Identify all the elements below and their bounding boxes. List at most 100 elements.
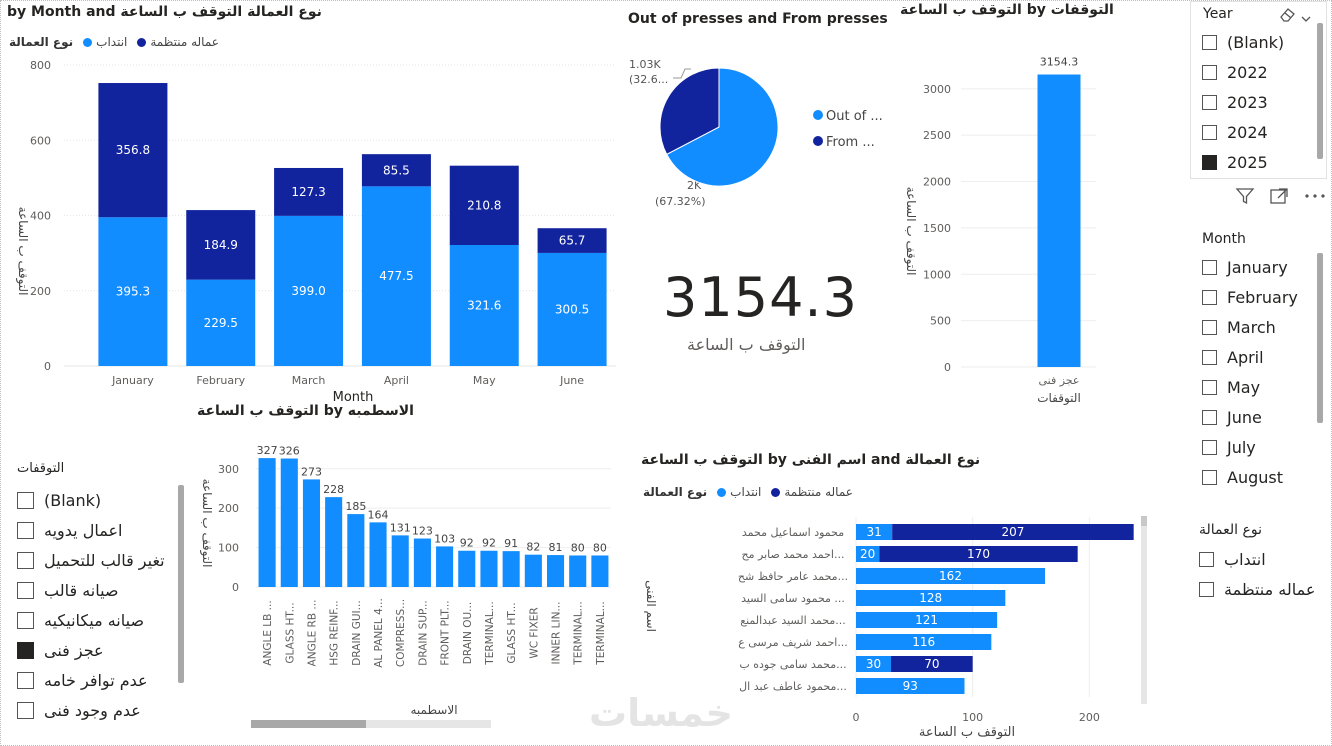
checkbox[interactable] [1202, 439, 1217, 455]
pie-legend-from[interactable]: From ... [826, 135, 875, 150]
year-slicer-item[interactable]: 2023 [1202, 87, 1284, 117]
molds-bar[interactable] [280, 458, 298, 587]
tech-bar-segment[interactable] [879, 546, 1078, 562]
monthly-bar-segment[interactable] [361, 154, 431, 187]
stops-slicer-item[interactable]: تغير قالب للتحميل [17, 545, 165, 575]
more-options-icon[interactable] [1303, 187, 1327, 209]
legend-item-intidab[interactable]: انتداب [96, 35, 128, 49]
molds-bar[interactable] [546, 555, 565, 587]
stops-slicer-item[interactable]: (Blank) [17, 485, 165, 515]
molds-bar[interactable] [391, 535, 409, 587]
stops-slicer-item[interactable]: عدم توافر خامه [17, 665, 165, 695]
checkbox[interactable] [1202, 289, 1217, 305]
molds-bar[interactable] [258, 458, 276, 587]
monthly-bar-segment[interactable] [98, 83, 168, 218]
checkbox[interactable] [1199, 551, 1214, 567]
pie-slice[interactable] [666, 67, 779, 187]
year-slicer-item[interactable]: 2025 [1202, 147, 1284, 177]
stops-slicer-item[interactable]: صيانه قالب [17, 575, 165, 605]
stops-bar[interactable] [1037, 74, 1081, 367]
checkbox[interactable] [17, 581, 34, 599]
year-slicer-item[interactable]: 2022 [1202, 57, 1284, 87]
monthly-bar-segment[interactable] [186, 279, 256, 366]
legend-item-intidab[interactable]: انتداب [730, 485, 762, 499]
pie-slice[interactable] [659, 67, 720, 156]
checkbox[interactable] [17, 701, 34, 719]
month-slicer-item[interactable]: April [1202, 342, 1298, 372]
month-slicer-item[interactable]: June [1202, 402, 1298, 432]
tech-v-scroll-thumb[interactable] [1141, 516, 1147, 526]
tech-v-scroll-track[interactable] [1141, 516, 1147, 704]
stops-slicer-scrollbar[interactable] [178, 485, 184, 683]
tech-bar-segment[interactable] [856, 612, 998, 628]
checkbox[interactable] [17, 551, 34, 569]
checkbox[interactable] [1202, 94, 1217, 110]
checkbox[interactable] [1202, 124, 1217, 140]
monthly-bar-segment[interactable] [274, 215, 344, 366]
month-slicer-scrollbar[interactable] [1317, 253, 1323, 423]
legend-item-regular[interactable]: عماله منتظمة [784, 485, 853, 499]
checkbox[interactable] [17, 491, 34, 509]
molds-bar[interactable] [458, 550, 476, 587]
tech-bar-segment[interactable] [856, 524, 893, 540]
molds-bar[interactable] [325, 497, 343, 587]
molds-bar[interactable] [480, 550, 498, 587]
checkbox[interactable] [17, 521, 34, 539]
tech-bar-segment[interactable] [892, 524, 1134, 540]
monthly-bar-segment[interactable] [98, 217, 168, 366]
checkbox[interactable] [1202, 379, 1217, 395]
checkbox[interactable] [1202, 409, 1217, 425]
eraser-icon[interactable] [1277, 5, 1297, 23]
stops-bar-chart[interactable]: التوقف ب الساعة التوقفات 0 500 1000 1500 200… [891, 31, 1131, 416]
tech-bar-segment[interactable] [856, 590, 1006, 606]
checkbox[interactable] [1202, 349, 1217, 365]
checkbox-checked[interactable] [1202, 154, 1217, 170]
molds-bar-chart[interactable]: التوقف ب الساعة الاسطمبه 0 100 200 300 327 AN… [191, 433, 621, 733]
stops-slicer-item[interactable]: عدم وجود فنى [17, 695, 165, 725]
molds-bar[interactable] [347, 514, 365, 587]
checkbox-checked[interactable] [17, 641, 34, 659]
molds-bar[interactable] [591, 555, 609, 587]
molds-bar[interactable] [524, 554, 542, 587]
labor-slicer-item[interactable]: عماله منتظمة [1199, 574, 1315, 604]
stops-slicer-item[interactable]: اعمال يدويه [17, 515, 165, 545]
monthly-bar-segment[interactable] [449, 165, 519, 245]
checkbox[interactable] [17, 671, 34, 689]
focus-mode-icon[interactable] [1269, 187, 1289, 209]
month-slicer-item[interactable]: February [1202, 282, 1298, 312]
stops-slicer-item[interactable]: صيانه ميكانيكيه [17, 605, 165, 635]
monthly-bar-segment[interactable] [537, 228, 607, 253]
tech-bar-segment[interactable] [856, 634, 992, 650]
checkbox[interactable] [1202, 319, 1217, 335]
monthly-stacked-bar-chart[interactable]: التوقف ب الساعة Month 0 200 400 600 800 395.3… [1, 51, 641, 411]
tech-bar-segment[interactable] [856, 656, 891, 672]
monthly-bar-segment[interactable] [274, 167, 344, 216]
month-slicer-item[interactable]: August [1202, 462, 1298, 492]
tech-bar-segment[interactable] [856, 546, 880, 562]
labor-slicer-item[interactable]: انتداب [1199, 544, 1315, 574]
molds-bar[interactable] [569, 555, 587, 587]
tech-hbar-chart[interactable]: اسم الفنى التوقف ب الساعة 0 100 200 محمود ا… [631, 506, 1161, 741]
checkbox[interactable] [1202, 64, 1217, 80]
pie-legend-out[interactable]: Out of ... [826, 109, 883, 124]
stops-slicer-item[interactable]: عجز فنى [17, 635, 165, 665]
monthly-bar-segment[interactable] [186, 210, 256, 280]
checkbox[interactable] [1199, 581, 1214, 597]
month-slicer-item[interactable]: July [1202, 432, 1298, 462]
pie-chart[interactable]: 1.03K (32.6... 2K (67.32%) Out of ... Fr… [619, 51, 889, 216]
year-slicer-item[interactable]: (Blank) [1202, 27, 1284, 57]
molds-bar[interactable] [502, 551, 520, 587]
year-slicer-item[interactable]: 2024 [1202, 117, 1284, 147]
tech-bar-segment[interactable] [856, 568, 1045, 584]
monthly-bar-segment[interactable] [449, 244, 519, 366]
molds-h-scroll-thumb[interactable] [251, 720, 366, 728]
molds-h-scroll-track[interactable] [251, 720, 491, 728]
month-slicer-item[interactable]: March [1202, 312, 1298, 342]
molds-bar[interactable] [302, 479, 321, 587]
molds-bar[interactable] [369, 522, 387, 587]
molds-bar[interactable] [413, 538, 431, 587]
legend-item-regular[interactable]: عماله منتظمة [150, 35, 219, 49]
checkbox[interactable] [17, 611, 34, 629]
checkbox[interactable] [1202, 469, 1217, 485]
checkbox[interactable] [1202, 259, 1217, 275]
